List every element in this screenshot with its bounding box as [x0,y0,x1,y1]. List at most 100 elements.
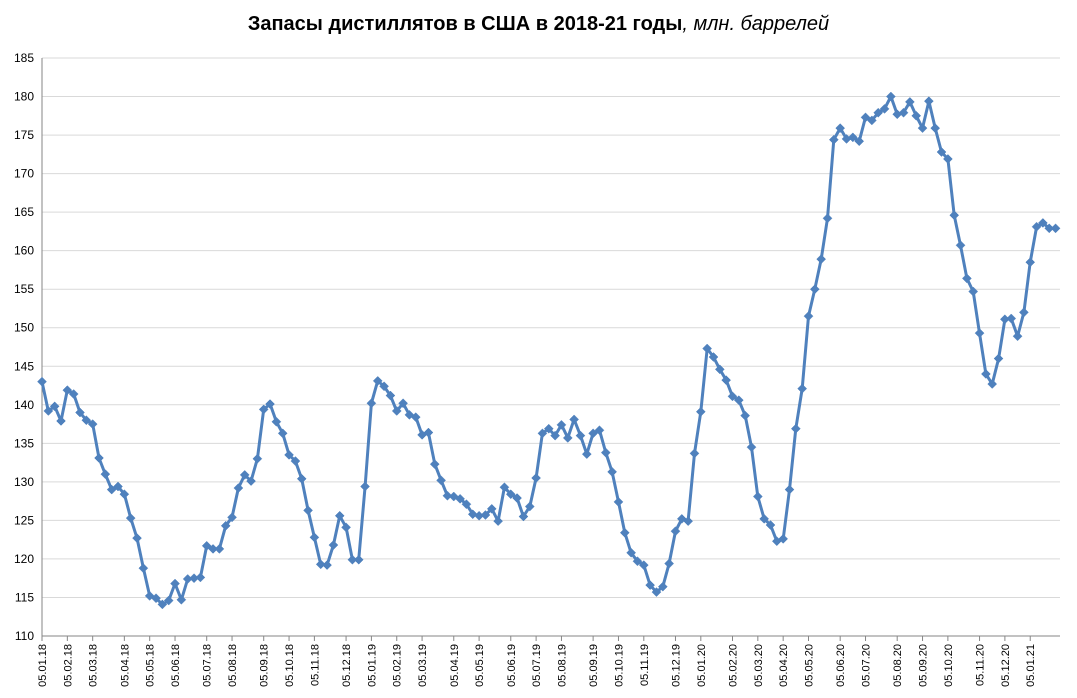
data-point [974,328,985,338]
data-point [619,527,630,538]
data-point [334,510,345,521]
data-point [955,240,966,251]
data-point [436,475,446,486]
data-point [37,376,47,387]
data-point [702,343,713,354]
data-point [100,469,111,480]
data-point [429,459,440,469]
data-point [740,410,751,421]
x-tick-label: 05.03.19 [417,644,429,687]
data-point [1025,257,1036,268]
y-tick-label: 120 [14,552,34,566]
data-point [886,91,896,102]
data-point [613,497,624,507]
y-tick-label: 185 [14,51,34,65]
chart-title: Запасы дистиллятов в США в 2018-21 годы,… [0,13,1077,36]
data-point [632,556,643,567]
data-point [125,513,136,523]
data-point [309,532,320,543]
y-tick-label: 125 [14,513,34,527]
data-point [119,489,130,500]
x-tick-label: 05.06.18 [170,644,182,687]
data-point [227,512,237,523]
data-point [835,123,846,133]
data-point [790,423,801,434]
data-point [398,398,408,409]
data-point [258,404,269,415]
x-tick-label: 05.01.20 [696,644,708,687]
data-point [664,558,674,569]
data-point [303,505,313,516]
x-tick-label: 05.05.18 [145,644,157,687]
data-point [505,489,516,500]
x-tick-label: 05.05.20 [804,644,816,687]
data-point [550,430,560,441]
data-point [170,578,180,589]
x-tick-label: 05.07.19 [531,644,543,687]
x-tick-label: 05.10.19 [613,644,625,687]
data-point [461,499,472,510]
data-point [341,522,351,533]
x-tick-label: 05.01.18 [37,644,49,687]
y-tick-label: 180 [14,90,34,104]
data-point [1038,218,1048,228]
data-point [138,563,149,574]
data-point [290,456,301,466]
y-tick-label: 175 [14,128,34,142]
x-tick-label: 05.04.18 [119,644,131,687]
data-point [898,107,909,118]
x-tick-label: 05.03.18 [88,644,100,687]
data-point [683,516,694,527]
data-point [721,375,732,385]
x-tick-label: 05.07.20 [861,644,873,687]
data-point [163,595,174,606]
data-point [746,442,757,453]
series-group [37,91,1061,610]
data-point [239,470,250,480]
data-point [176,594,187,605]
chart-title-unit: , млн. баррелей [682,13,830,35]
data-point [607,466,617,477]
x-tick-label: 05.05.19 [474,644,486,687]
data-point [911,110,922,121]
data-point [727,391,738,402]
data-point [714,364,725,375]
data-point [531,473,541,483]
data-point [638,560,649,570]
data-point [759,514,770,524]
y-tick-label: 165 [14,205,34,219]
data-point [296,473,307,484]
data-point [271,416,282,427]
y-tick-label: 160 [14,244,34,258]
data-point [486,503,497,514]
data-point [879,104,890,114]
x-tick-label: 05.12.19 [670,644,682,687]
data-point [860,112,871,123]
y-tick-label: 110 [15,629,34,643]
y-tick-label: 170 [14,167,34,181]
x-tick-label: 05.02.18 [62,644,74,687]
data-point [233,483,244,493]
data-point [695,406,706,417]
data-point [657,581,668,592]
data-point [752,491,763,502]
data-point [499,482,510,493]
data-point [778,534,789,544]
data-point [626,547,636,558]
data-point [391,406,402,416]
y-tick-label: 130 [14,475,34,489]
data-point [151,593,161,604]
data-point [581,449,592,459]
x-tick-label: 05.02.19 [392,644,404,687]
data-point [917,123,928,133]
data-point [651,587,662,597]
grid-lines [42,57,1060,598]
data-point [962,273,972,284]
data-point [157,599,168,610]
y-tick-label: 140 [14,398,34,412]
data-point [537,428,548,439]
data-point [360,481,370,492]
data-point [322,560,332,570]
